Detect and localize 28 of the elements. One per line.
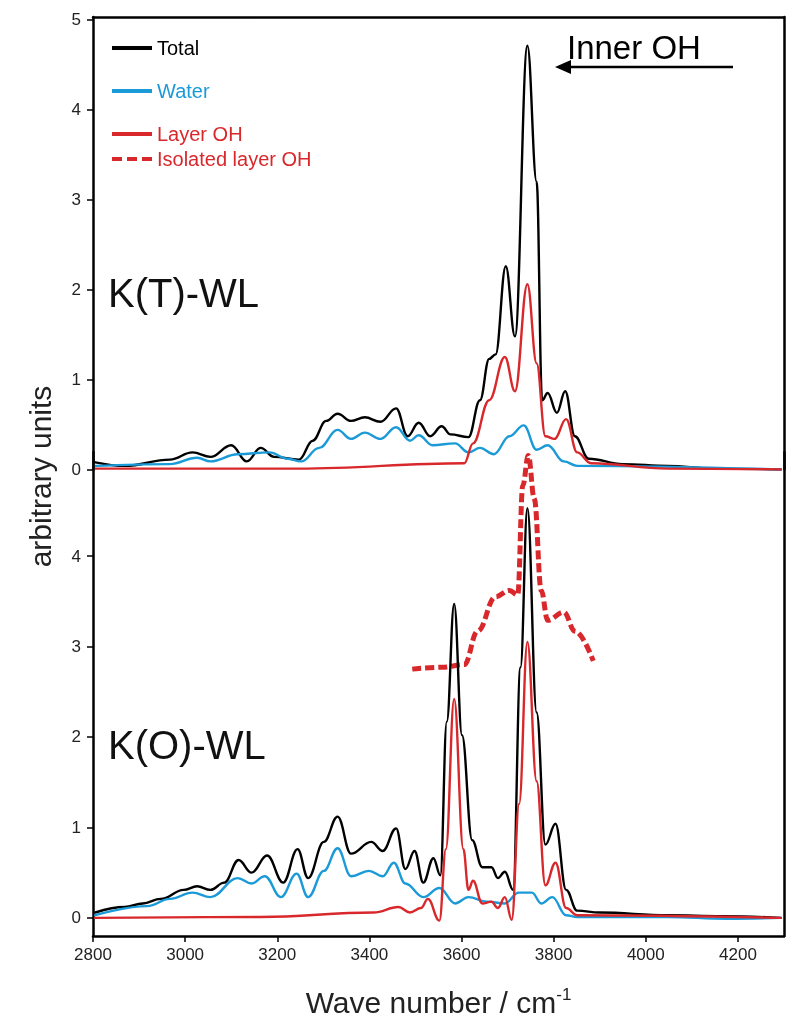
y-tick-label: 0 — [71, 460, 81, 479]
x-tick-label: 2800 — [74, 945, 112, 964]
x-tick-label: 4200 — [719, 945, 757, 964]
y-tick-label: 0 — [71, 908, 81, 928]
y-tick-label: 5 — [71, 10, 81, 30]
x-tick-label: 4000 — [626, 945, 665, 964]
x-tick-label: 3400 — [350, 945, 389, 964]
x-tick-label: 3000 — [166, 945, 205, 964]
legend-label: Isolated layer OH — [157, 148, 312, 170]
line-series — [94, 640, 782, 922]
x-tick-label: 3600 — [442, 945, 481, 964]
y-tick-label: 3 — [71, 190, 81, 210]
annotation: Inner OH — [567, 29, 701, 66]
legend-label: Water — [157, 80, 210, 102]
x-tick-label: 3200 — [258, 945, 297, 964]
y-tick-label: 3 — [71, 637, 81, 656]
y-tick-label: 2 — [71, 280, 81, 300]
y-tick-label: 1 — [71, 817, 81, 837]
text: K(O)-WL — [108, 723, 266, 767]
y-tick-label: 2 — [71, 727, 81, 747]
y-tick-label: 4 — [71, 546, 81, 566]
y-tick-label: 1 — [71, 370, 81, 390]
x-tick-label: 3800 — [534, 945, 573, 964]
text: K(T)-WL — [108, 271, 260, 315]
legend-label: Layer OH — [157, 123, 243, 145]
legend-label: Total — [157, 37, 200, 59]
y-tick-label: 4 — [71, 100, 81, 120]
y-axis-title: arbitrary units — [23, 385, 57, 568]
